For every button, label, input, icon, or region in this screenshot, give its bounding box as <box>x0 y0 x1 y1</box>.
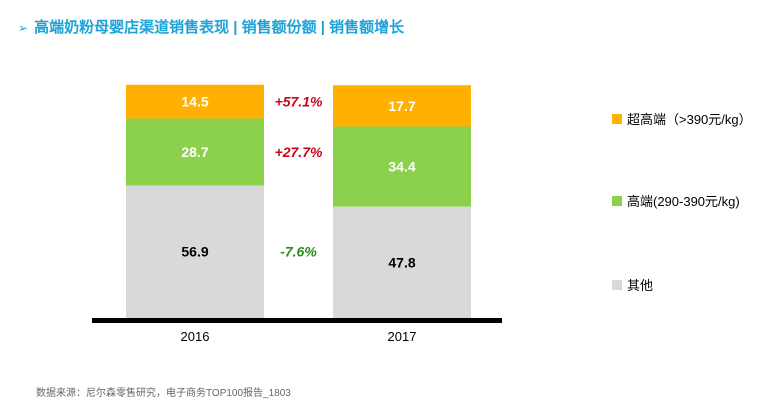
legend-swatch-2 <box>612 280 622 290</box>
data-label-2016-0: 56.9 <box>181 244 208 260</box>
data-label-2017-2: 17.7 <box>388 98 415 114</box>
legend-label-2: 其他 <box>627 278 653 293</box>
chart-title: ➢ 高端奶粉母婴店渠道销售表现 | 销售额份额 | 销售额增长 <box>18 16 404 37</box>
bar-segment-2016-1 <box>126 118 264 186</box>
legend-label-0: 超高端（>390元/kg） <box>627 112 752 127</box>
chart-title-text: 高端奶粉母婴店渠道销售表现 | 销售额份额 | 销售额增长 <box>34 19 405 36</box>
legend-swatch-0 <box>612 114 622 124</box>
legend-swatch-1 <box>612 196 622 206</box>
data-source-note: 数据来源：尼尔森零售研究，电子商务TOP100报告_1803 <box>36 388 291 399</box>
growth-label-2: +57.1% <box>275 94 323 110</box>
data-label-2016-2: 14.5 <box>181 94 208 110</box>
x-axis-baseline <box>92 318 502 323</box>
data-label-2017-1: 34.4 <box>388 159 415 175</box>
legend-label-1: 高端(290-390元/kg) <box>627 194 740 209</box>
x-tick-label-2017: 2017 <box>388 329 417 344</box>
growth-label-1: +27.7% <box>275 144 323 160</box>
arrow-icon: ➢ <box>18 21 29 35</box>
bar-segment-2017-2 <box>333 85 471 127</box>
bar-segment-2016-2 <box>126 84 264 119</box>
data-label-2016-1: 28.7 <box>181 144 208 160</box>
data-label-2017-0: 47.8 <box>388 254 415 270</box>
growth-label-0: -7.6% <box>280 244 317 260</box>
bar-segment-2016-0 <box>126 185 264 318</box>
bar-segment-2017-0 <box>333 206 471 318</box>
bar-segment-2017-1 <box>333 126 471 207</box>
x-tick-label-2016: 2016 <box>181 329 210 344</box>
